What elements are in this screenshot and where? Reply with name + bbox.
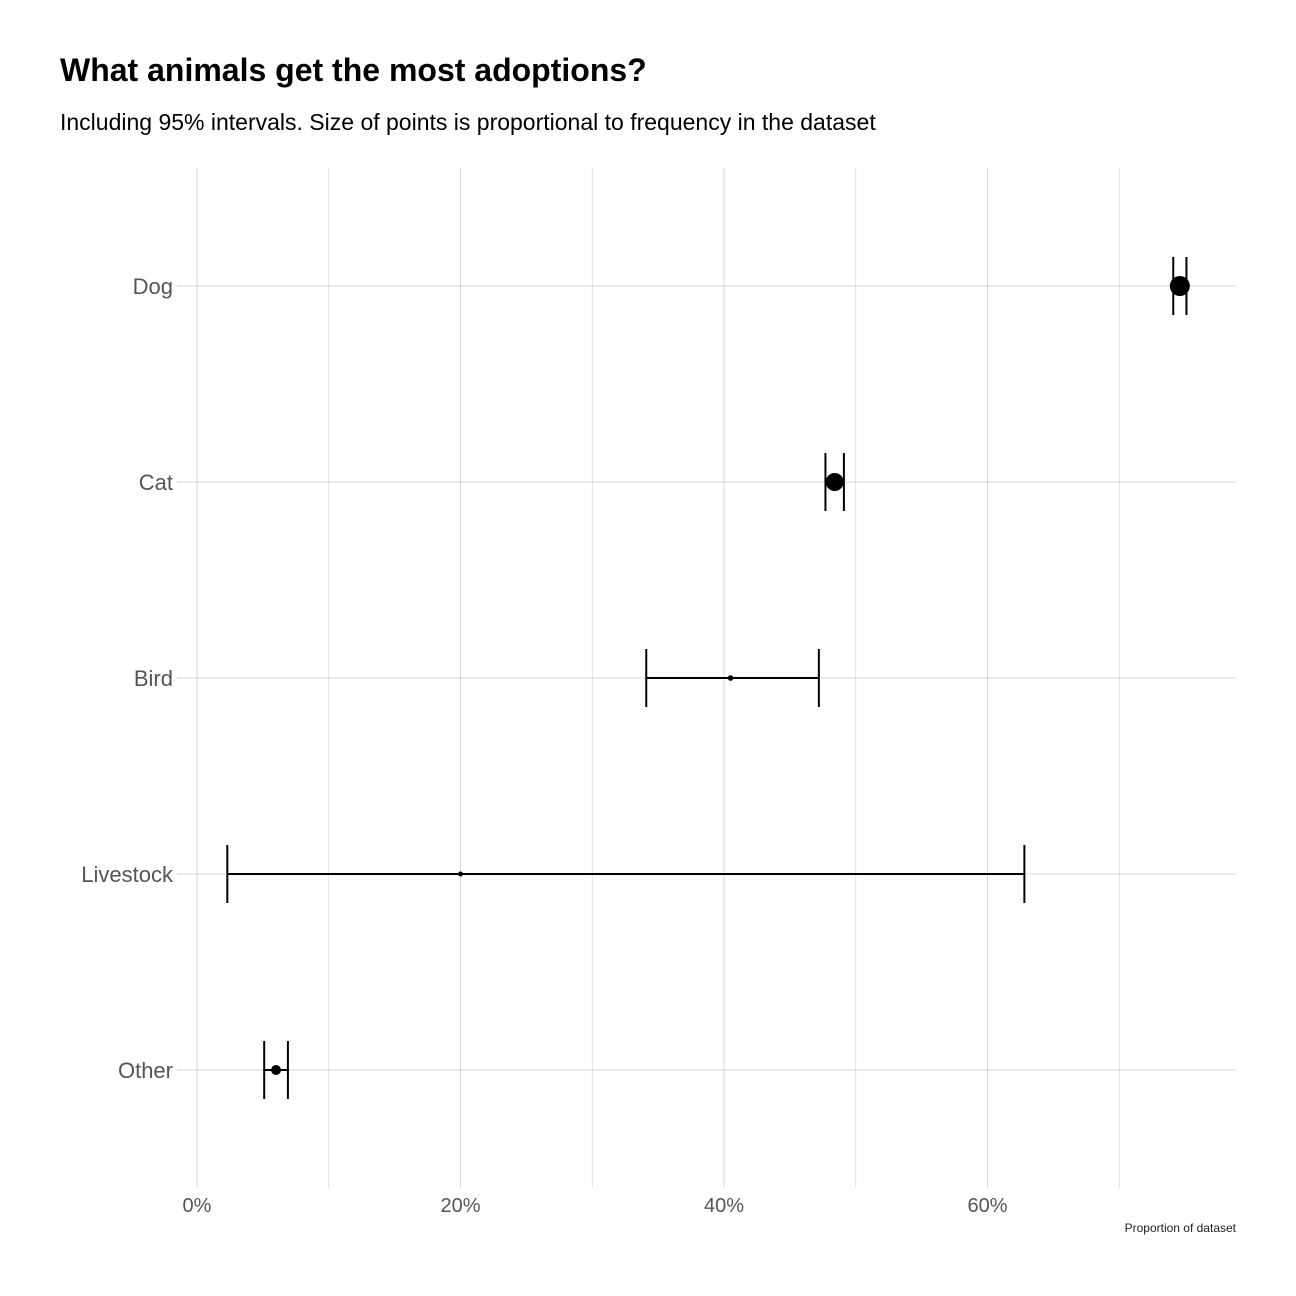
point-livestock [458, 871, 463, 877]
x-tick-label: 20% [440, 1195, 480, 1217]
x-tick-label: 60% [967, 1195, 1007, 1217]
y-tick-label: Other [118, 1058, 173, 1083]
point-cat [825, 473, 844, 491]
point-bird [727, 675, 734, 681]
y-tick-label: Dog [133, 274, 173, 299]
chart-subtitle: Including 95% intervals. Size of points … [60, 109, 876, 135]
point-other [271, 1065, 282, 1075]
point-dog [1169, 276, 1190, 296]
y-tick-label: Cat [139, 470, 173, 495]
chart-title: What animals get the most adoptions? [60, 52, 647, 88]
x-tick-label: 0% [183, 1195, 212, 1217]
x-tick-label: 40% [704, 1195, 744, 1217]
y-tick-label: Livestock [81, 862, 174, 887]
x-axis-label: Proportion of dataset [1125, 1221, 1237, 1235]
y-tick-label: Bird [134, 666, 173, 691]
